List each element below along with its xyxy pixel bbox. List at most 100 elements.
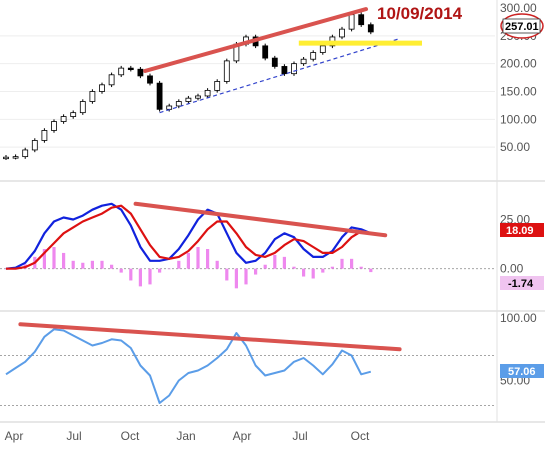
candle [310,52,317,60]
macd-histogram-bar [215,260,219,269]
macd-histogram-bar [196,247,200,269]
candle [99,84,105,92]
macd-histogram-bar [340,258,344,269]
x-axis-label: Apr [5,429,24,443]
candle [281,66,288,75]
histogram-value: -1.74 [508,278,534,290]
candle [214,81,221,91]
last-price-value: 257.01 [505,21,539,33]
macd-histogram-bar [263,264,267,269]
candle [166,105,173,110]
candle [223,60,230,82]
macd-histogram-bar [234,268,238,289]
macd-histogram-bar [81,262,85,269]
macd-histogram-bar [167,268,171,270]
rsi-resistance-trendline [18,322,402,352]
macd-histogram-bar [129,268,133,281]
macd-signal-line [6,204,372,270]
macd-histogram-bar [254,268,258,275]
macd-histogram-bar [302,268,306,277]
candle [3,156,9,160]
macd-histogram-bar [350,258,354,269]
candle [31,140,38,151]
macd-macd-line [5,202,372,270]
candle [271,57,278,67]
last-price-badge: 257.01 [500,13,544,39]
resistance-trendline [143,7,368,73]
x-axis-label: Jul [292,429,307,443]
macd-histogram-bar [273,254,277,269]
candle [300,58,307,65]
date-stamp: 10/09/2014 [377,4,463,23]
candle [22,149,29,158]
macd-histogram-bar [42,249,46,269]
candle [367,24,374,33]
candle [339,28,345,38]
candle [137,68,144,77]
histogram-value-badge: -1.74 [500,276,544,290]
candle [358,14,365,26]
candle [195,95,201,99]
candle [70,112,77,117]
macd-value: 18.09 [506,225,534,237]
macd-histogram-bar [62,252,66,269]
rsi-value-box [500,364,544,378]
macd-histogram-bar [52,247,56,269]
candle [79,101,86,114]
x-axis-label: Apr [233,429,252,443]
macd-histogram-bar [148,268,152,285]
price-tick-label: 100.00 [500,112,537,126]
macd-resistance-trendline [133,201,388,238]
candle [12,156,19,159]
price-tick-label: 300.00 [500,1,537,15]
candle [291,63,297,75]
rsi-value-badge: 57.06 [500,364,544,378]
x-axis-label: Oct [121,429,140,443]
candle [204,89,211,97]
macd-histogram-bar [321,268,325,273]
macd-histogram-bar [369,268,373,273]
macd-tick-label: 0.00 [500,262,524,276]
x-axis: Apr Jul Oct Jan Apr Jul Oct [5,429,370,443]
price-tick-label: 50.00 [500,140,530,154]
candle [156,82,163,110]
rsi-value: 57.06 [508,366,536,378]
candle [262,45,269,59]
x-axis-label: Jul [66,429,81,443]
histogram-value-box [500,276,544,290]
macd-histogram-bar [330,266,334,269]
macd-histogram-bar [100,260,104,269]
candle [89,91,96,102]
macd-panel: 25.000.00 [0,201,530,289]
macd-histogram-bar [186,252,190,269]
price-tick-label: 150.00 [500,85,537,99]
candle [60,116,67,122]
candle [41,130,48,141]
candle [108,74,115,86]
macd-histogram-bar [158,268,162,273]
price-tick-label: 200.00 [500,57,537,71]
macd-histogram-bar [206,249,210,269]
macd-value-box [500,223,544,237]
macd-histogram-bar [177,260,181,269]
candle [185,97,192,102]
macd-histogram-bar [138,268,142,287]
macd-histogram-bar [282,256,286,269]
macd-value-badge: 18.09 [500,223,544,237]
macd-histogram-bar [359,266,363,269]
candle [348,14,355,30]
macd-histogram-bar [311,268,315,279]
macd-histogram-bar [71,260,75,269]
candle [118,67,125,76]
x-axis-label: Oct [351,429,370,443]
candle [127,67,134,71]
macd-histogram-bar [225,268,229,281]
rsi-tick-label: 100.00 [500,311,537,325]
candle [51,121,57,131]
candle [319,45,326,53]
candle [175,101,182,107]
macd-histogram-bar [90,260,94,269]
macd-histogram-bar [119,268,123,273]
x-axis-label: Jan [176,429,195,443]
